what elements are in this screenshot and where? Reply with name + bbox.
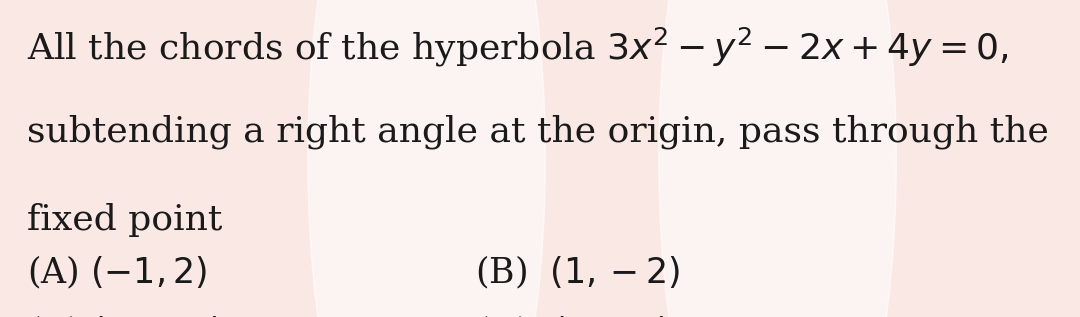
Text: (D)  $(-2, 1)$: (D) $(-2, 1)$ — [475, 314, 670, 317]
Text: (A) $(-1, 2)$: (A) $(-1, 2)$ — [27, 254, 207, 291]
Text: (C) $(2, -1)$: (C) $(2, -1)$ — [27, 314, 222, 317]
Text: fixed point: fixed point — [27, 203, 222, 237]
Text: All the chords of the hyperbola $3x^2 - y^2 - 2x + 4y = 0,$: All the chords of the hyperbola $3x^2 - … — [27, 25, 1009, 68]
Ellipse shape — [659, 0, 896, 317]
Text: (B)  $(1, -2)$: (B) $(1, -2)$ — [475, 254, 680, 291]
Ellipse shape — [308, 0, 545, 317]
Text: subtending a right angle at the origin, pass through the: subtending a right angle at the origin, … — [27, 114, 1049, 149]
